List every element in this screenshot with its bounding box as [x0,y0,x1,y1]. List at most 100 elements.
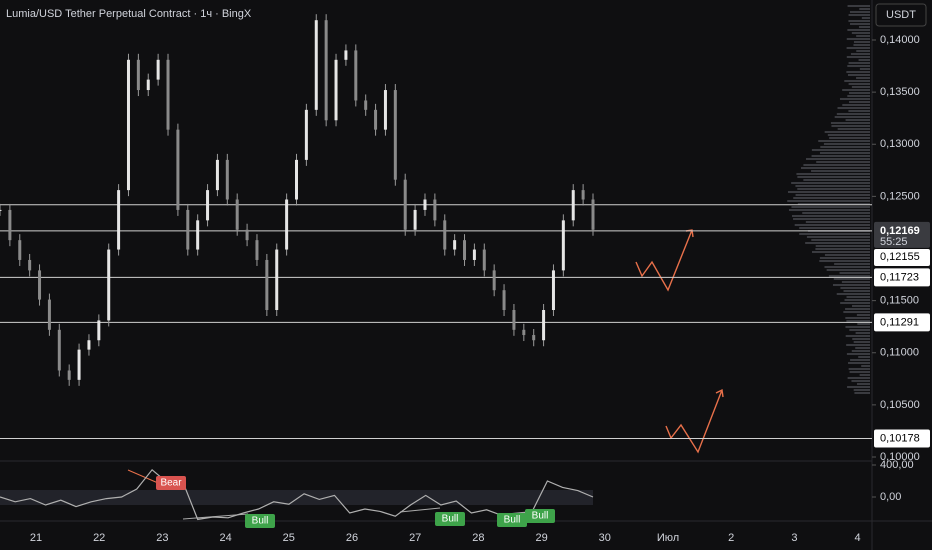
profile-bar [839,272,870,274]
profile-bar [824,266,870,268]
signal-label: Bull [532,511,549,522]
profile-bar [845,308,870,310]
candle [512,310,516,330]
profile-bar [848,368,870,370]
candle [591,199,595,230]
currency-button[interactable] [875,3,927,27]
profile-bar [847,386,870,388]
price-label: 0,10178 [880,432,920,444]
price-badge [874,249,930,266]
chart-title: Lumia/USD Tether Perpetual Contract · 1ч… [6,8,252,20]
profile-bar [799,227,870,229]
profile-bar [848,14,870,16]
profile-bar [842,89,870,91]
profile-bar [853,44,870,46]
candle [482,249,486,271]
profile-bar [833,278,870,280]
x-tick-label: 30 [599,532,611,544]
profile-bar [834,263,870,265]
y-tick-label: 0,12500 [880,190,920,202]
profile-bar [857,323,870,325]
profile-bar [846,71,870,73]
profile-bar [794,224,870,226]
profile-bar [819,257,870,259]
profile-bar [846,38,870,40]
profile-bar [847,29,870,31]
price-label: 0,11723 [880,271,919,283]
profile-bar [811,149,870,151]
profile-bar [850,359,870,361]
candle [265,259,269,311]
candle [18,240,22,260]
y-tick-label: 0,10500 [880,399,920,411]
profile-bar [856,314,870,316]
profile-bar [791,206,870,208]
profile-bar [855,332,870,334]
profile-bar [850,23,870,25]
profile-bar [844,80,870,82]
y-tick-label: 0,13500 [880,86,920,98]
profile-bar [859,8,870,10]
profile-bar [806,236,870,238]
x-tick-label: 25 [283,532,295,544]
ma-label: 0,12155 [880,251,920,263]
candle [423,199,427,210]
profile-bar [843,311,870,313]
candle [235,199,239,230]
candle [285,199,289,250]
price-badge [874,313,930,332]
profile-bar [849,92,870,94]
profile-bar [848,62,870,64]
profile-bar [811,251,870,253]
profile-bar [836,293,870,295]
candle [245,229,249,241]
price-badge [874,221,930,248]
profile-bar [837,128,870,130]
candle [97,320,101,341]
candle [324,20,328,121]
signal-badge [525,509,555,523]
profile-bar [847,5,870,7]
profile-bar [811,239,870,241]
y-tick-label: 0,10000 [880,451,920,463]
profile-bar [843,290,870,292]
profile-bar [845,335,870,337]
profile-bar [848,83,870,85]
candle [403,179,407,230]
candle [206,190,210,221]
profile-bar [824,131,870,133]
profile-bar [828,275,870,277]
candle [87,340,91,350]
candle [532,335,536,341]
profile-bar [855,347,870,349]
divergence-line [127,469,159,484]
profile-bar [832,284,870,286]
profile-bar [851,32,870,34]
signal-badge [245,514,275,528]
profile-bar [846,320,870,322]
price-label: 0,12169 [880,225,920,237]
profile-bar [837,107,870,109]
profile-bar [848,110,870,112]
profile-bar [805,221,870,223]
profile-bar [847,74,870,76]
osc-tick-label: 0,00 [880,491,901,503]
y-tick-label: 0,13000 [880,138,920,150]
candle [542,310,546,341]
profile-bar [861,17,870,19]
profile-bar [829,137,870,139]
candle [581,190,585,200]
profile-bar [826,269,870,271]
profile-bar [819,152,870,154]
currency[interactable]: USDT [886,9,916,21]
candle [314,20,318,110]
profile-bar [823,143,870,145]
profile-bar [848,20,870,22]
profile-bar [844,299,870,301]
profile-bar [816,161,870,163]
candle [344,50,348,60]
x-tick-label: 22 [93,532,105,544]
candle [463,240,467,260]
price-label: 0,11291 [880,316,919,328]
